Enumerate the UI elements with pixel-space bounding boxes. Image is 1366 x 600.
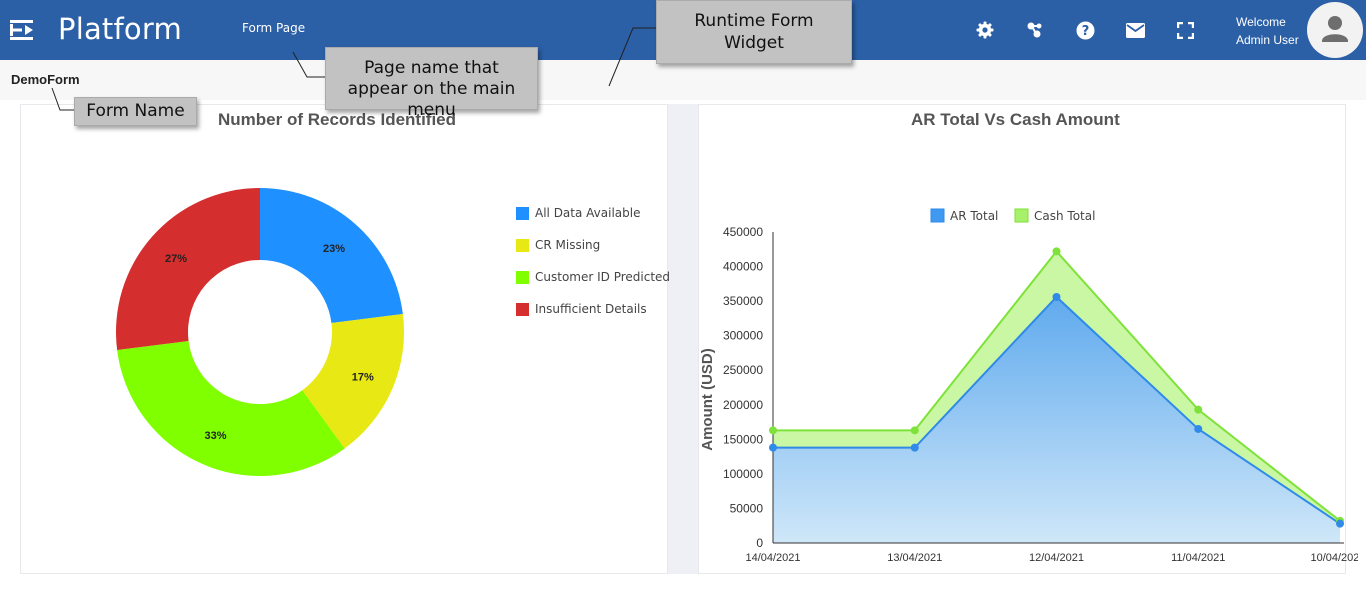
legend-item-all-data[interactable]: All Data Available	[516, 206, 640, 220]
slice-value-label: 17%	[352, 371, 374, 383]
menu-toggle-icon[interactable]	[10, 19, 33, 41]
donut-slice[interactable]	[302, 313, 404, 449]
ar-point	[910, 443, 919, 452]
mail-icon[interactable]	[1125, 20, 1145, 40]
x-tick-label: 12/04/2021	[1029, 552, 1084, 564]
callout-text: Page name that appear on the main menu	[347, 58, 516, 120]
callout-text: Runtime Form Widget	[694, 11, 814, 53]
y-tick-label: 350000	[723, 294, 763, 308]
slice-value-label: 27%	[165, 253, 187, 265]
legend-swatch	[516, 270, 529, 284]
legend-swatch	[1014, 208, 1029, 223]
cash-point	[1194, 405, 1203, 414]
callout-form-name: Form Name	[74, 97, 197, 126]
donut-slice[interactable]	[116, 188, 260, 351]
cash-point	[1052, 247, 1061, 256]
legend-label: Cash Total	[1034, 209, 1095, 223]
y-tick-label: 0	[756, 536, 763, 550]
welcome-label: Welcome	[1236, 15, 1286, 29]
welcome-text: Welcome Admin User	[1236, 13, 1299, 49]
y-tick-label: 200000	[723, 398, 763, 412]
area-chart-title: AR Total Vs Cash Amount	[911, 110, 1120, 129]
legend-label: CR Missing	[535, 238, 601, 252]
ar-point	[769, 443, 777, 452]
x-tick-label: 13/04/2021	[887, 552, 942, 564]
y-tick-label: 450000	[723, 225, 763, 239]
legend-label: Insufficient Details	[535, 302, 647, 316]
ar-point	[1336, 519, 1344, 528]
nodes-icon[interactable]	[1025, 20, 1045, 40]
slice-value-label: 23%	[323, 243, 345, 255]
donut-slice[interactable]	[117, 341, 345, 476]
widget-divider	[668, 104, 698, 574]
x-tick-label: 10/04/2021	[1310, 552, 1358, 564]
cash-point	[769, 426, 777, 435]
y-axis-title: Amount (USD)	[699, 348, 716, 450]
y-tick-label: 50000	[730, 501, 764, 515]
y-tick-label: 250000	[723, 363, 763, 377]
svg-text:?: ?	[1081, 24, 1089, 39]
gear-icon[interactable]	[975, 20, 995, 40]
legend-swatch	[516, 206, 529, 220]
legend-swatch	[516, 302, 529, 316]
avatar[interactable]	[1307, 2, 1363, 58]
legend-label: AR Total	[950, 209, 998, 223]
callout-runtime-widget: Runtime Form Widget	[656, 0, 852, 64]
x-tick-label: 14/04/2021	[745, 552, 800, 564]
cash-point	[910, 426, 919, 435]
y-tick-label: 100000	[723, 467, 763, 481]
legend-item-customer-id[interactable]: Customer ID Predicted	[516, 270, 670, 284]
donut-chart: 23% 17% 33% 27%	[116, 188, 404, 476]
y-tick-label: 150000	[723, 432, 763, 446]
ar-point	[1052, 292, 1061, 301]
form-header-bar	[0, 60, 1366, 100]
area-chart: 0 50000 100000 150000 200000 250000 300000 3500…	[699, 208, 1358, 564]
brand-title: Platform	[58, 12, 182, 46]
donut-chart-title: Number of Records Identified	[218, 110, 457, 129]
legend-label: All Data Available	[535, 206, 641, 220]
donut-slice[interactable]	[260, 188, 403, 323]
callout-text: Form Name	[86, 101, 185, 121]
legend-swatch	[930, 208, 945, 223]
ar-area	[773, 296, 1340, 543]
legend-swatch	[516, 238, 529, 252]
page-menu-link[interactable]: Form Page	[242, 21, 306, 35]
legend-item-insufficient[interactable]: Insufficient Details	[516, 302, 647, 316]
legend-item-cr-missing[interactable]: CR Missing	[516, 238, 600, 252]
ar-point	[1194, 424, 1203, 433]
help-icon[interactable]: ?	[1075, 20, 1095, 40]
form-name: DemoForm	[11, 72, 80, 87]
legend-label: Customer ID Predicted	[535, 270, 671, 284]
x-tick-label: 11/04/2021	[1171, 552, 1225, 564]
user-name: Admin User	[1236, 33, 1299, 47]
y-tick-label: 400000	[723, 260, 763, 274]
avatar-icon	[1322, 16, 1348, 42]
slice-value-label: 33%	[205, 430, 227, 442]
callout-page-name: Page name that appear on the main menu	[325, 47, 538, 120]
fullscreen-icon[interactable]	[1175, 20, 1195, 40]
y-tick-label: 300000	[723, 329, 763, 343]
